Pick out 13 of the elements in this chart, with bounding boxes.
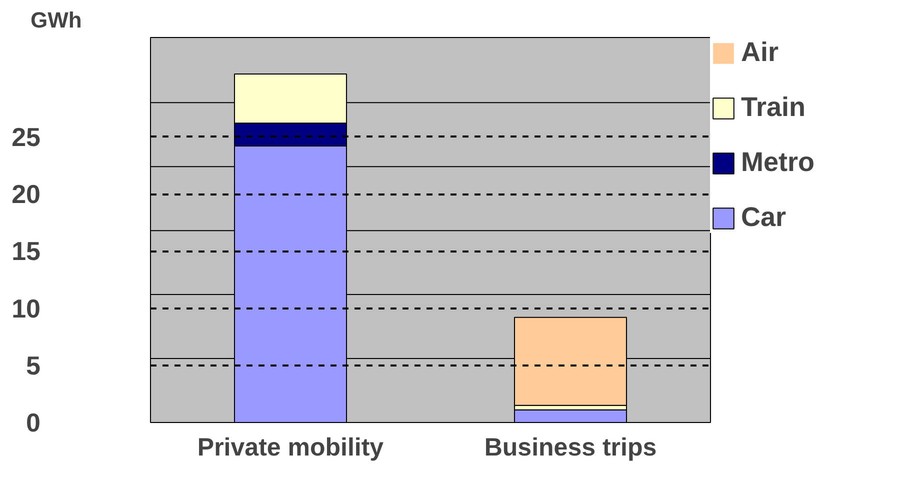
x-tick-label: Private mobility bbox=[197, 434, 384, 462]
legend-label: Train bbox=[741, 92, 806, 123]
legend-label: Air bbox=[741, 37, 779, 68]
legend-label: Metro bbox=[741, 147, 814, 178]
y-axis-title: GWh bbox=[30, 8, 82, 32]
y-tick-label: 15 bbox=[12, 236, 40, 266]
x-tick-label: Business trips bbox=[484, 434, 657, 462]
y-tick-label: 0 bbox=[26, 408, 41, 438]
y-tick-label: 5 bbox=[26, 350, 41, 380]
y-tick-label: 10 bbox=[12, 293, 40, 324]
y-tick-label: 20 bbox=[12, 179, 40, 210]
legend-label: Car bbox=[741, 202, 786, 233]
y-tick-label: 25 bbox=[12, 122, 40, 152]
